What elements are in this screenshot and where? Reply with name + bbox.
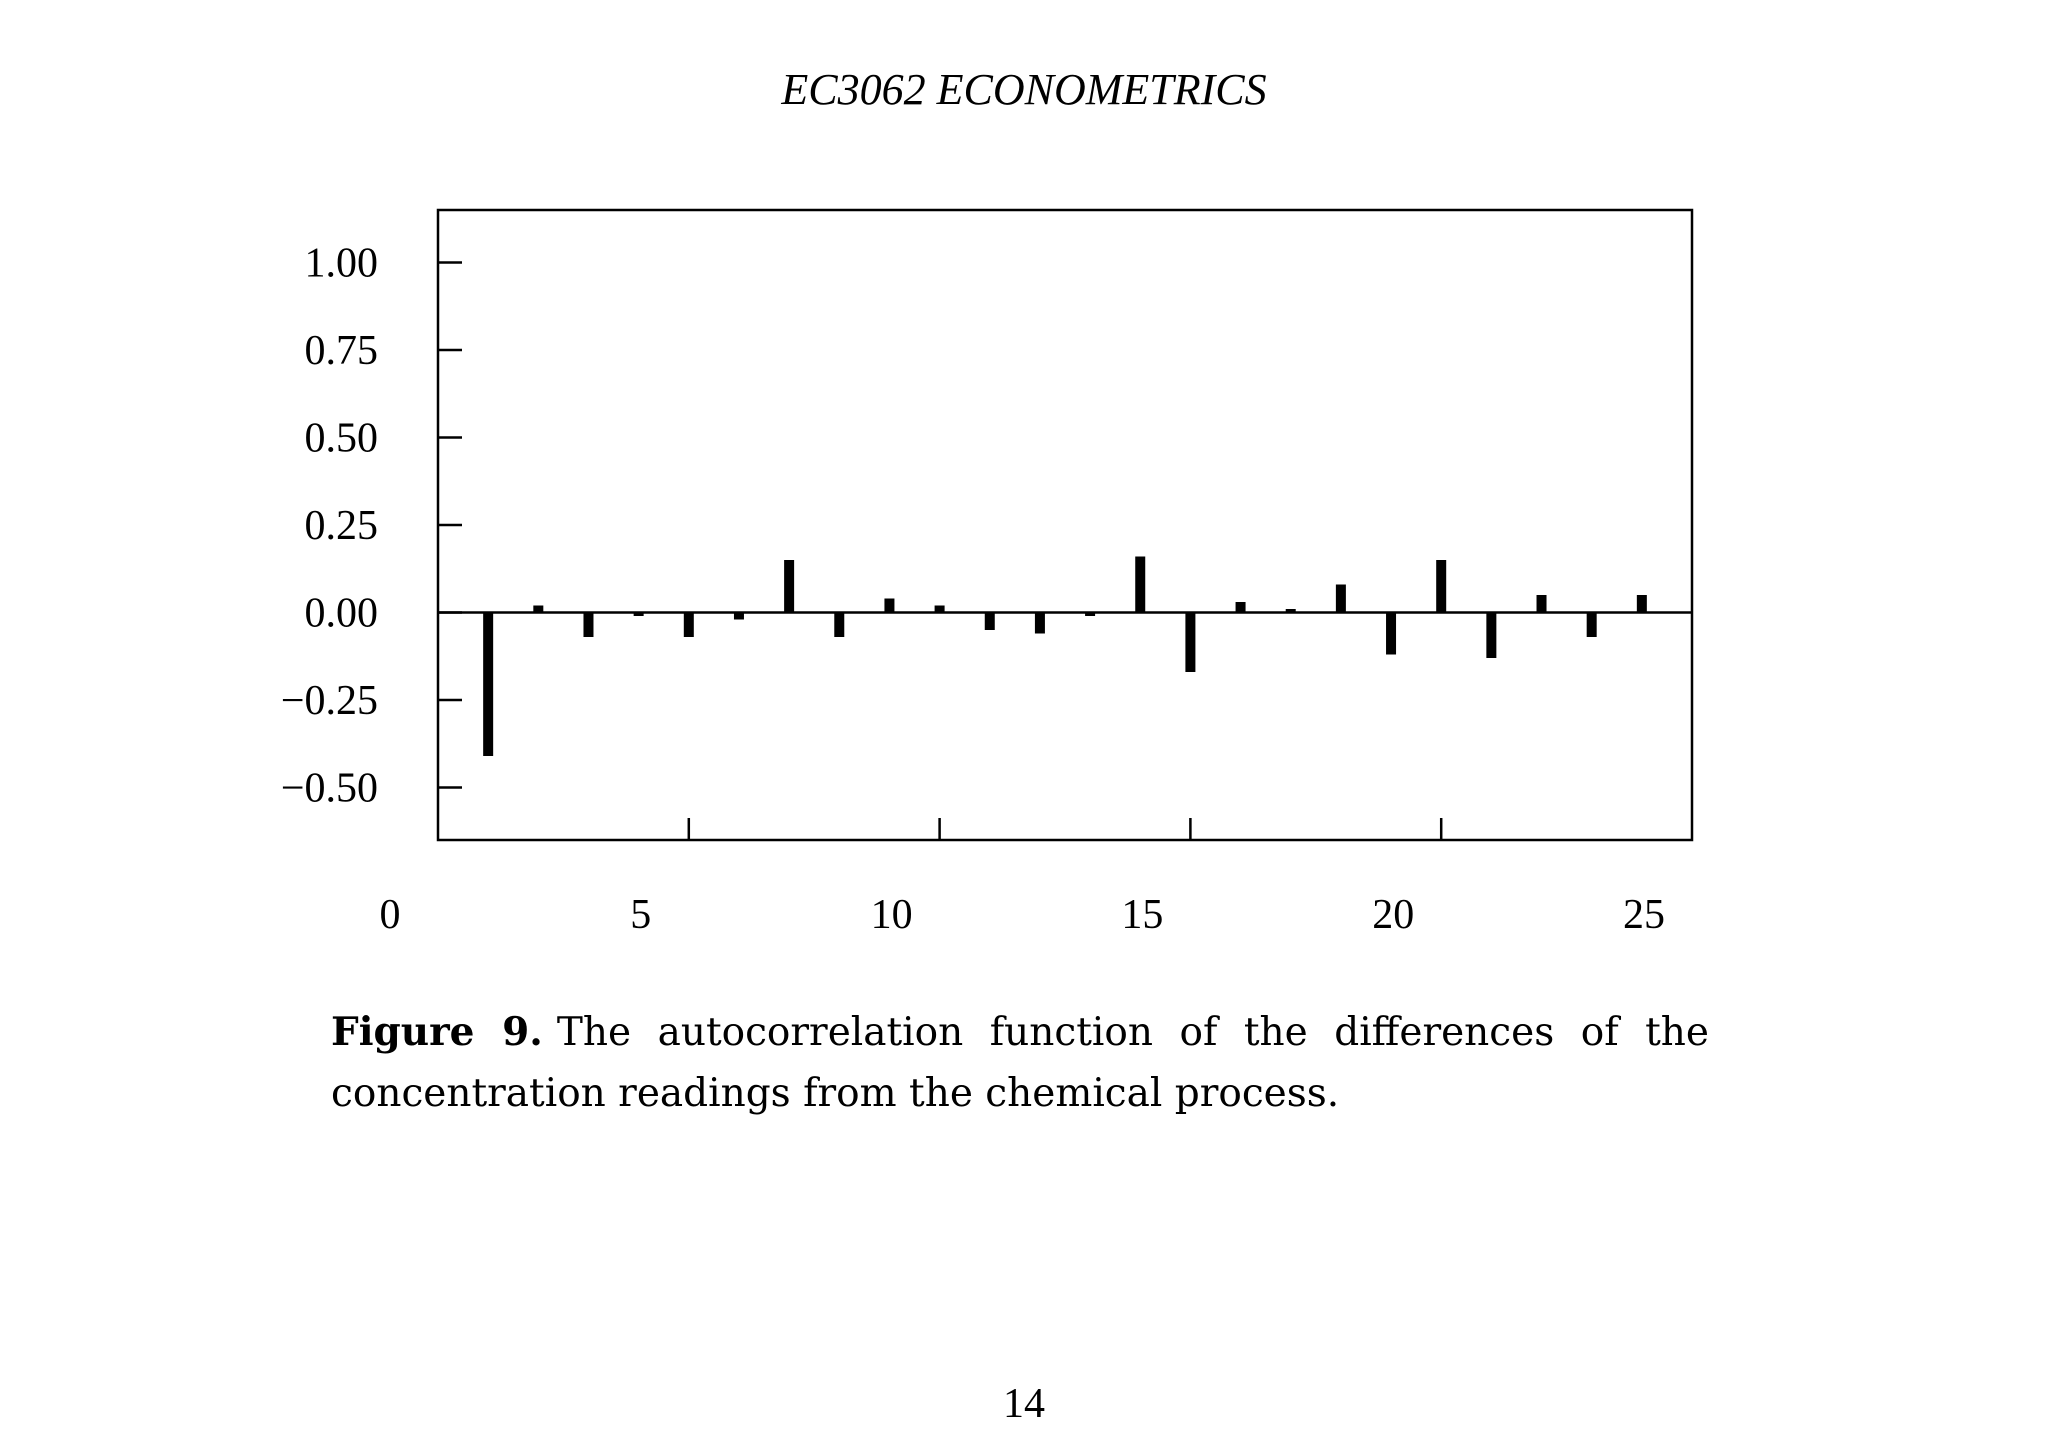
acf-bar bbox=[1135, 556, 1146, 613]
acf-bar bbox=[483, 612, 494, 756]
acf-bar bbox=[1085, 612, 1096, 616]
caption-text: The autocorrelation function of the diff… bbox=[331, 1010, 1709, 1116]
figure-caption: Figure 9. The autocorrelation function of… bbox=[331, 1002, 1709, 1124]
acf-bar bbox=[834, 612, 845, 637]
acf-bar bbox=[1335, 584, 1346, 613]
caption-label: Figure 9. bbox=[331, 1009, 543, 1055]
y-tick-label: 0.25 bbox=[305, 503, 379, 549]
x-tick-label: 25 bbox=[1623, 892, 1665, 938]
acf-bar bbox=[1486, 612, 1497, 658]
y-tick-label: 0.50 bbox=[305, 416, 379, 462]
acf-bar bbox=[533, 605, 544, 613]
acf-bar bbox=[1235, 602, 1246, 613]
acf-bar bbox=[884, 598, 895, 613]
acf-bar bbox=[1386, 612, 1397, 655]
bar-series bbox=[483, 556, 1647, 756]
acf-bar bbox=[1636, 595, 1647, 613]
acf-bar bbox=[1436, 560, 1447, 613]
page-number: 14 bbox=[1003, 1381, 1045, 1427]
y-tick-label: 0.00 bbox=[305, 591, 379, 637]
x-tick-label: 10 bbox=[871, 892, 913, 938]
acf-bar bbox=[1536, 595, 1547, 613]
x-tick-label: 15 bbox=[1121, 892, 1163, 938]
acf-bar bbox=[1285, 609, 1296, 613]
y-tick-label: −0.50 bbox=[281, 766, 378, 812]
acf-bar bbox=[633, 612, 644, 616]
y-tick-label: −0.25 bbox=[281, 678, 378, 724]
acf-bar bbox=[1586, 612, 1597, 637]
acf-bar bbox=[1034, 612, 1045, 634]
x-tick-label: 20 bbox=[1372, 892, 1414, 938]
plot-frame bbox=[436, 208, 1694, 842]
acf-chart: 1.00 0.75 0.50 0.25 0.00 −0.25 −0.50 0 5 10 15 20 2… bbox=[281, 208, 1694, 938]
acf-bar bbox=[683, 612, 694, 637]
running-head: EC3062 ECONOMETRICS bbox=[781, 65, 1267, 114]
acf-bar bbox=[583, 612, 594, 637]
acf-bar bbox=[934, 605, 945, 613]
y-tick-label: 0.75 bbox=[305, 328, 379, 374]
acf-bar bbox=[733, 612, 744, 620]
y-tick-label: 1.00 bbox=[305, 241, 379, 287]
acf-bar bbox=[784, 560, 795, 613]
x-tick-label: 0 bbox=[380, 892, 401, 938]
x-axis: 0 5 10 15 20 25 bbox=[380, 818, 1665, 938]
acf-bar bbox=[1185, 612, 1196, 672]
acf-bar bbox=[984, 612, 995, 630]
y-axis: 1.00 0.75 0.50 0.25 0.00 −0.25 −0.50 bbox=[281, 241, 462, 812]
x-tick-label: 5 bbox=[630, 892, 651, 938]
